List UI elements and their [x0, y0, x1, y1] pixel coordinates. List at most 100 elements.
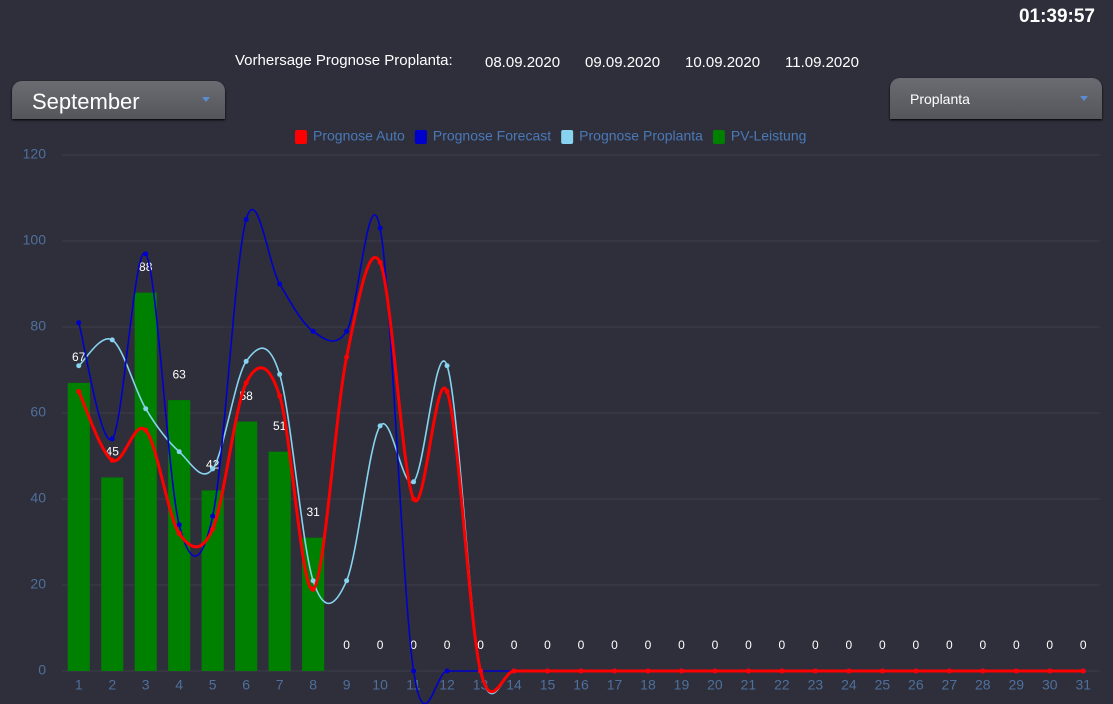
x-tick-label: 11 [406, 677, 421, 693]
legend-swatch[interactable] [414, 130, 427, 144]
dropdown-arrow [202, 97, 210, 102]
y-tick-label: 80 [30, 318, 46, 334]
legend-label[interactable]: Prognose Proplanta [579, 128, 703, 144]
point [779, 668, 785, 674]
dropdown-text: Proplanta [910, 91, 970, 107]
point [210, 466, 216, 472]
data-label: 51 [273, 419, 287, 433]
point [143, 427, 149, 433]
x-tick-label: 30 [1042, 677, 1058, 693]
x-tick-label: 1 [75, 677, 83, 693]
point [511, 668, 517, 674]
point [913, 668, 919, 674]
point [243, 358, 249, 364]
bar [67, 382, 90, 671]
bar [101, 477, 124, 671]
data-label: 0 [979, 638, 986, 652]
point [377, 260, 383, 265]
forecast-date[interactable]: 11.09.2020 [785, 54, 859, 71]
point [478, 668, 484, 674]
point [444, 389, 450, 394]
data-label: 0 [1080, 638, 1087, 652]
x-tick-label: 20 [707, 677, 723, 693]
forecast-date[interactable]: 08.09.2020 [485, 54, 561, 71]
x-tick-label: 19 [674, 677, 690, 693]
x-tick-label: 24 [841, 677, 857, 693]
point [980, 668, 986, 674]
point [109, 337, 115, 343]
x-tick-label: 9 [343, 677, 351, 693]
y-tick-label: 100 [23, 232, 47, 248]
point [1047, 668, 1053, 674]
x-tick-label: 25 [875, 677, 891, 693]
source-dropdown[interactable]: Proplanta [890, 78, 1102, 119]
point [411, 668, 417, 674]
point [545, 668, 551, 674]
forecast-date[interactable]: 10.09.2020 [685, 54, 761, 71]
data-label: 0 [343, 638, 350, 652]
x-tick-label: 8 [309, 677, 317, 693]
point [109, 457, 115, 463]
point [444, 668, 450, 674]
y-tick-label: 40 [30, 490, 46, 506]
data-label: 0 [1013, 638, 1020, 652]
data-label: 0 [377, 638, 384, 652]
x-tick-label: 28 [975, 677, 991, 693]
legend-swatch[interactable] [561, 130, 574, 144]
legend-swatch[interactable] [712, 130, 725, 144]
bar [235, 421, 258, 671]
data-label: 0 [1046, 638, 1053, 652]
x-tick-label: 22 [774, 677, 790, 693]
point [243, 380, 249, 386]
legend-label[interactable]: PV-Leistung [731, 128, 807, 144]
legend-label[interactable]: Prognose Forecast [433, 128, 551, 144]
x-tick-label: 29 [1009, 677, 1025, 693]
point [210, 526, 216, 532]
x-tick-label: 27 [942, 677, 958, 693]
data-label: 0 [678, 638, 685, 652]
point [277, 371, 283, 377]
point [645, 668, 651, 674]
x-tick-label: 3 [142, 677, 150, 693]
point [611, 668, 617, 674]
data-label: 0 [879, 638, 886, 652]
data-label: 0 [611, 638, 618, 652]
point [812, 668, 818, 674]
data-label: 0 [511, 638, 518, 652]
data-label: 0 [812, 638, 819, 652]
x-tick-label: 4 [175, 677, 183, 693]
x-tick-label: 5 [209, 677, 217, 693]
x-tick-label: 12 [439, 677, 455, 693]
point [411, 479, 417, 485]
x-tick-label: 10 [372, 677, 388, 693]
month-dropdown[interactable]: September [12, 81, 225, 119]
point [143, 406, 149, 412]
line [77, 255, 1084, 694]
legend-swatch[interactable] [295, 130, 307, 144]
y-tick-label: 60 [30, 404, 46, 420]
x-tick-label: 7 [276, 677, 284, 693]
x-tick-label: 26 [908, 677, 924, 693]
point [344, 328, 350, 334]
forecast-date[interactable]: 09.09.2020 [585, 54, 661, 71]
point [946, 668, 952, 674]
point [712, 668, 718, 674]
point [1080, 668, 1086, 674]
data-label: 0 [946, 638, 953, 652]
x-tick-label: 16 [573, 677, 589, 693]
legend-label[interactable]: Prognose Auto [313, 128, 405, 144]
data-label: 0 [846, 638, 853, 652]
point [143, 251, 149, 257]
data-label: 0 [912, 638, 919, 652]
data-label: 0 [745, 638, 752, 652]
x-tick-label: 23 [808, 677, 824, 693]
point [76, 389, 82, 394]
data-label: 63 [173, 367, 187, 381]
point [377, 423, 383, 429]
point [578, 668, 584, 674]
point [678, 668, 684, 674]
point [243, 217, 249, 222]
x-tick-label: 15 [540, 677, 556, 693]
